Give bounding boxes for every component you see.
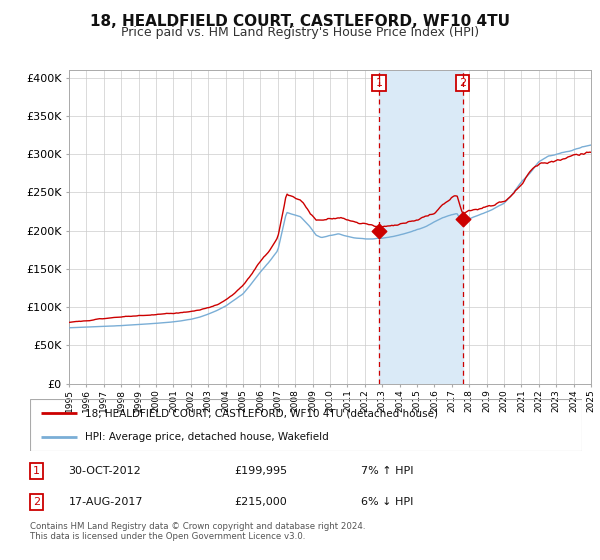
Text: Price paid vs. HM Land Registry's House Price Index (HPI): Price paid vs. HM Land Registry's House …	[121, 26, 479, 39]
Text: 2: 2	[33, 497, 40, 507]
Text: 7% ↑ HPI: 7% ↑ HPI	[361, 466, 414, 476]
Text: £215,000: £215,000	[234, 497, 287, 507]
Point	[458, 214, 467, 223]
Text: 18, HEALDFIELD COURT, CASTLEFORD, WF10 4TU: 18, HEALDFIELD COURT, CASTLEFORD, WF10 4…	[90, 14, 510, 29]
Text: 17-AUG-2017: 17-AUG-2017	[68, 497, 143, 507]
Bar	[379, 70, 463, 384]
Text: 6% ↓ HPI: 6% ↓ HPI	[361, 497, 413, 507]
Text: 18, HEALDFIELD COURT, CASTLEFORD, WF10 4TU (detached house): 18, HEALDFIELD COURT, CASTLEFORD, WF10 4…	[85, 408, 438, 418]
Text: HPI: Average price, detached house, Wakefield: HPI: Average price, detached house, Wake…	[85, 432, 329, 442]
Text: 2: 2	[459, 78, 466, 88]
Text: 30-OCT-2012: 30-OCT-2012	[68, 466, 142, 476]
Text: 1: 1	[376, 78, 383, 88]
Text: Contains HM Land Registry data © Crown copyright and database right 2024.
This d: Contains HM Land Registry data © Crown c…	[30, 522, 365, 542]
Text: 1: 1	[33, 466, 40, 476]
Point	[374, 226, 384, 235]
Text: £199,995: £199,995	[234, 466, 287, 476]
